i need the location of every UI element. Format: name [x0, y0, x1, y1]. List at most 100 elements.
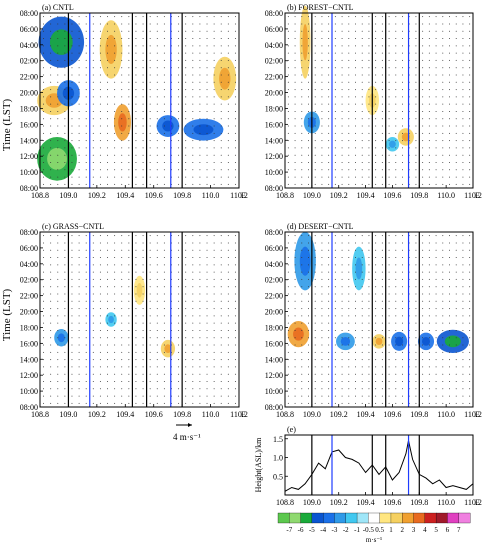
- wind-vector: [192, 388, 194, 390]
- wind-vector: [455, 249, 457, 251]
- wind-vector: [375, 38, 377, 40]
- wind-vector: [301, 110, 303, 112]
- wind-vector: [163, 322, 165, 324]
- wind-vector: [50, 402, 52, 404]
- wind-vector: [142, 351, 144, 353]
- wind-vector: [107, 38, 109, 40]
- wind-vector: [388, 242, 390, 244]
- wind-vector: [99, 329, 101, 331]
- wind-vector: [50, 103, 52, 105]
- wind-vector: [428, 45, 430, 47]
- wind-vector: [78, 322, 80, 324]
- wind-vector: [99, 176, 101, 178]
- wind-vector: [442, 161, 444, 163]
- y-tick-label: 0.5: [273, 472, 283, 481]
- wind-vector: [435, 293, 437, 295]
- wind-vector: [50, 176, 52, 178]
- wind-vector: [85, 257, 87, 259]
- wind-vector: [415, 147, 417, 149]
- wind-vector: [192, 344, 194, 346]
- wind-vector: [149, 110, 151, 112]
- wind-vector: [341, 45, 343, 47]
- wind-vector: [308, 286, 309, 288]
- wind-vector: [355, 110, 356, 112]
- wind-vector: [388, 30, 390, 32]
- wind-vector: [156, 351, 158, 353]
- wind-vector: [213, 242, 215, 244]
- wind-vector: [422, 359, 424, 361]
- wind-vector: [234, 264, 236, 266]
- wind-vector: [64, 329, 66, 331]
- wind-vector: [321, 366, 323, 368]
- wind-vector: [149, 300, 151, 302]
- wind-vector: [355, 96, 356, 98]
- wind-vector: [50, 293, 52, 295]
- wind-vector: [142, 249, 144, 251]
- wind-vector: [178, 67, 180, 69]
- wind-vector: [78, 154, 80, 156]
- wind-vector: [92, 161, 94, 163]
- wind-vector: [442, 169, 444, 171]
- wind-vector: [220, 366, 222, 368]
- wind-vector: [227, 257, 229, 259]
- wind-vector: [99, 81, 101, 83]
- wind-vector: [294, 402, 296, 404]
- wind-vector: [428, 271, 430, 273]
- panel-frame: [284, 12, 474, 189]
- wind-vector: [455, 118, 457, 120]
- wind-vector: [114, 38, 116, 40]
- wind-vector: [85, 300, 87, 302]
- wind-vector: [185, 278, 187, 280]
- wind-vector: [462, 242, 464, 244]
- wind-vector: [149, 96, 151, 98]
- wind-vector: [428, 125, 430, 127]
- wind-vector: [185, 45, 187, 47]
- wind-vector: [50, 38, 52, 40]
- wind-vector: [149, 242, 151, 244]
- x-unit-label: E: [475, 410, 480, 419]
- wind-vector: [85, 81, 87, 83]
- wind-vector: [361, 132, 363, 134]
- wind-vector: [107, 257, 109, 259]
- wind-vector: [92, 16, 94, 18]
- wind-vector: [402, 132, 403, 134]
- wind-vector: [381, 249, 383, 251]
- wind-vector: [422, 264, 424, 266]
- wind-vector: [43, 395, 45, 397]
- wind-vector: [348, 140, 350, 142]
- panel-b: 08:0010:0012:0014:0016:0018:0020:0022:00…: [265, 3, 482, 200]
- wind-vector: [57, 38, 59, 40]
- wind-vector: [294, 242, 296, 244]
- wind-vector: [142, 308, 144, 310]
- wind-vector: [85, 52, 87, 54]
- wind-vector: [220, 118, 222, 120]
- wind-vector: [348, 380, 350, 382]
- wind-vector: [375, 300, 377, 302]
- wind-vector: [64, 359, 66, 361]
- wind-vector: [422, 81, 424, 83]
- wind-vector: [220, 373, 222, 375]
- wind-vector: [163, 373, 165, 375]
- wind-vector: [213, 110, 215, 112]
- wind-vector: [395, 154, 397, 156]
- wind-vector: [449, 300, 450, 302]
- wind-vector: [341, 103, 343, 105]
- wind-vector: [178, 388, 180, 390]
- panel-title: (d) DESERT−CNTL: [287, 222, 354, 231]
- wind-vector: [92, 271, 94, 273]
- y-tick-label: 16:00: [20, 339, 38, 348]
- wind-vector: [422, 293, 424, 295]
- wind-vector: [402, 235, 403, 237]
- wind-vector: [415, 351, 417, 353]
- wind-vector: [78, 110, 80, 112]
- wind-vector: [361, 264, 363, 266]
- wind-vector: [142, 373, 144, 375]
- wind-vector: [469, 23, 471, 25]
- wind-vector: [121, 351, 123, 353]
- colorbar-swatch: [334, 512, 347, 524]
- wind-vector: [455, 169, 457, 171]
- wind-vector: [114, 402, 116, 404]
- wind-vector: [355, 373, 356, 375]
- wind-vector: [192, 351, 194, 353]
- wind-vector: [341, 395, 343, 397]
